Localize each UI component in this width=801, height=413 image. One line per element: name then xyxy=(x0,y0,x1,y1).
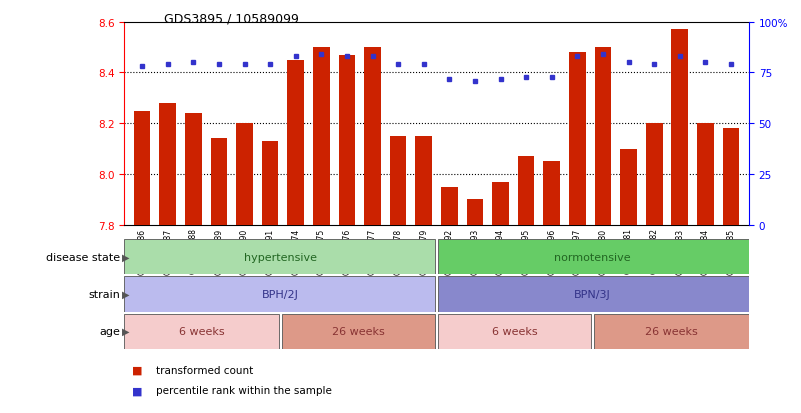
Bar xyxy=(671,30,688,225)
Bar xyxy=(134,111,151,225)
Text: 26 weeks: 26 weeks xyxy=(645,326,698,337)
Text: GDS3895 / 10589099: GDS3895 / 10589099 xyxy=(164,12,299,25)
Bar xyxy=(438,314,591,349)
Text: ■: ■ xyxy=(132,365,143,375)
Bar xyxy=(313,48,330,225)
Text: hypertensive: hypertensive xyxy=(244,252,317,262)
Bar xyxy=(185,114,202,225)
Bar xyxy=(124,277,435,312)
Text: ▶: ▶ xyxy=(122,289,129,299)
Bar xyxy=(390,137,406,225)
Text: disease state: disease state xyxy=(46,252,120,262)
Bar xyxy=(236,124,253,225)
Text: 6 weeks: 6 weeks xyxy=(179,326,224,337)
Text: strain: strain xyxy=(88,289,120,299)
Text: normotensive: normotensive xyxy=(554,252,631,262)
Bar xyxy=(517,157,534,225)
Bar xyxy=(620,149,637,225)
Bar xyxy=(211,139,227,225)
Text: transformed count: transformed count xyxy=(156,365,253,375)
Bar xyxy=(364,48,380,225)
Bar xyxy=(124,314,279,349)
Text: age: age xyxy=(99,326,120,337)
Text: 6 weeks: 6 weeks xyxy=(492,326,537,337)
Bar xyxy=(646,124,662,225)
Bar xyxy=(441,187,457,225)
Bar xyxy=(438,240,749,275)
Text: BPH/2J: BPH/2J xyxy=(262,289,299,299)
Bar xyxy=(493,182,509,225)
Bar xyxy=(159,104,176,225)
Bar xyxy=(339,56,356,225)
Bar xyxy=(723,129,739,225)
Bar xyxy=(543,162,560,225)
Text: ■: ■ xyxy=(132,385,143,395)
Text: percentile rank within the sample: percentile rank within the sample xyxy=(156,385,332,395)
Bar xyxy=(467,200,483,225)
Bar xyxy=(288,61,304,225)
Text: ▶: ▶ xyxy=(122,326,129,337)
Bar xyxy=(282,314,435,349)
Bar xyxy=(594,314,749,349)
Text: BPN/3J: BPN/3J xyxy=(574,289,611,299)
Text: 26 weeks: 26 weeks xyxy=(332,326,384,337)
Bar xyxy=(262,142,279,225)
Bar xyxy=(438,277,749,312)
Text: ▶: ▶ xyxy=(122,252,129,262)
Bar xyxy=(594,48,611,225)
Bar xyxy=(697,124,714,225)
Bar xyxy=(569,53,586,225)
Bar xyxy=(124,240,435,275)
Bar xyxy=(416,137,432,225)
